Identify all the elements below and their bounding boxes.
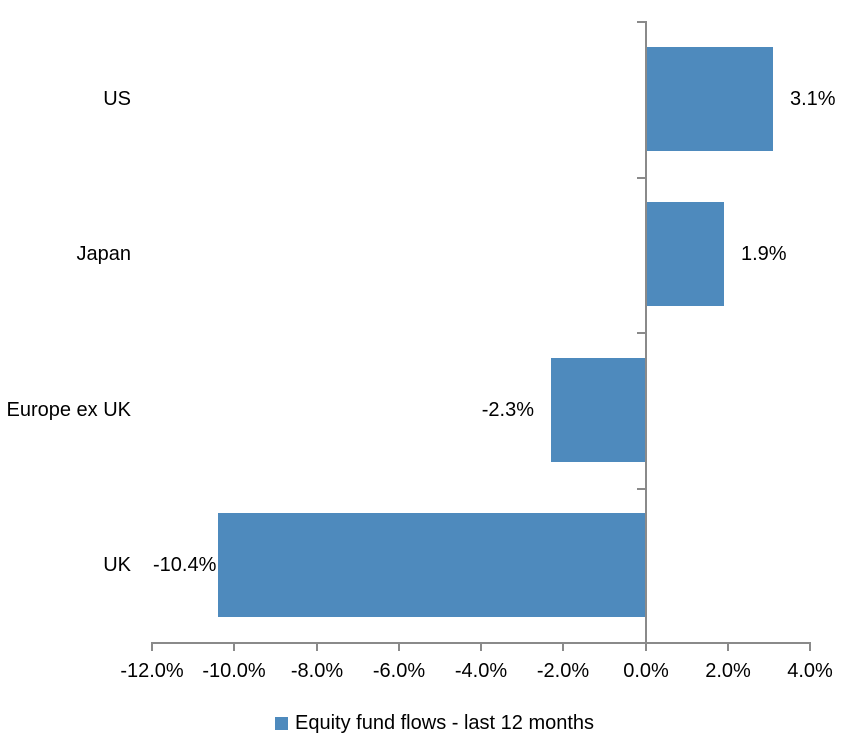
data-label: -10.4% (153, 554, 217, 576)
x-tick-label: -2.0% (536, 660, 590, 682)
y-axis-tick (637, 177, 645, 179)
data-label: -2.3% (481, 399, 534, 421)
x-axis-tick (809, 643, 811, 651)
y-axis-tick (637, 332, 645, 334)
x-axis-tick (398, 643, 400, 651)
y-axis-tick (637, 488, 645, 490)
x-tick-label: -12.0% (120, 660, 184, 682)
x-axis-tick (645, 643, 647, 651)
y-axis-tick (637, 21, 645, 23)
x-axis-tick (480, 643, 482, 651)
bar (645, 47, 773, 151)
category-label: UK (103, 554, 131, 576)
data-label: 3.1% (790, 88, 836, 110)
bar (217, 513, 646, 617)
x-tick-label: 2.0% (705, 660, 751, 682)
x-tick-label: -4.0% (454, 660, 508, 682)
category-label: US (103, 88, 131, 110)
bar (645, 202, 724, 306)
category-label: Japan (76, 243, 132, 265)
x-tick-label: 4.0% (787, 660, 833, 682)
x-axis-tick (562, 643, 564, 651)
x-tick-label: -6.0% (372, 660, 426, 682)
x-tick-label: -10.0% (202, 660, 266, 682)
x-axis-tick (316, 643, 318, 651)
category-label: Europe ex UK (6, 399, 131, 421)
legend-swatch-icon (275, 716, 288, 730)
legend-label: Equity fund flows - last 12 months (295, 712, 595, 734)
x-tick-label: -8.0% (290, 660, 344, 682)
legend: Equity fund flows - last 12 months (275, 710, 594, 736)
x-axis-tick (151, 643, 153, 651)
x-tick-label: 0.0% (623, 660, 669, 682)
data-label: 1.9% (741, 243, 787, 265)
y-axis-line (645, 21, 647, 643)
bar (550, 358, 646, 462)
x-axis-tick (233, 643, 235, 651)
x-axis-tick (727, 643, 729, 651)
